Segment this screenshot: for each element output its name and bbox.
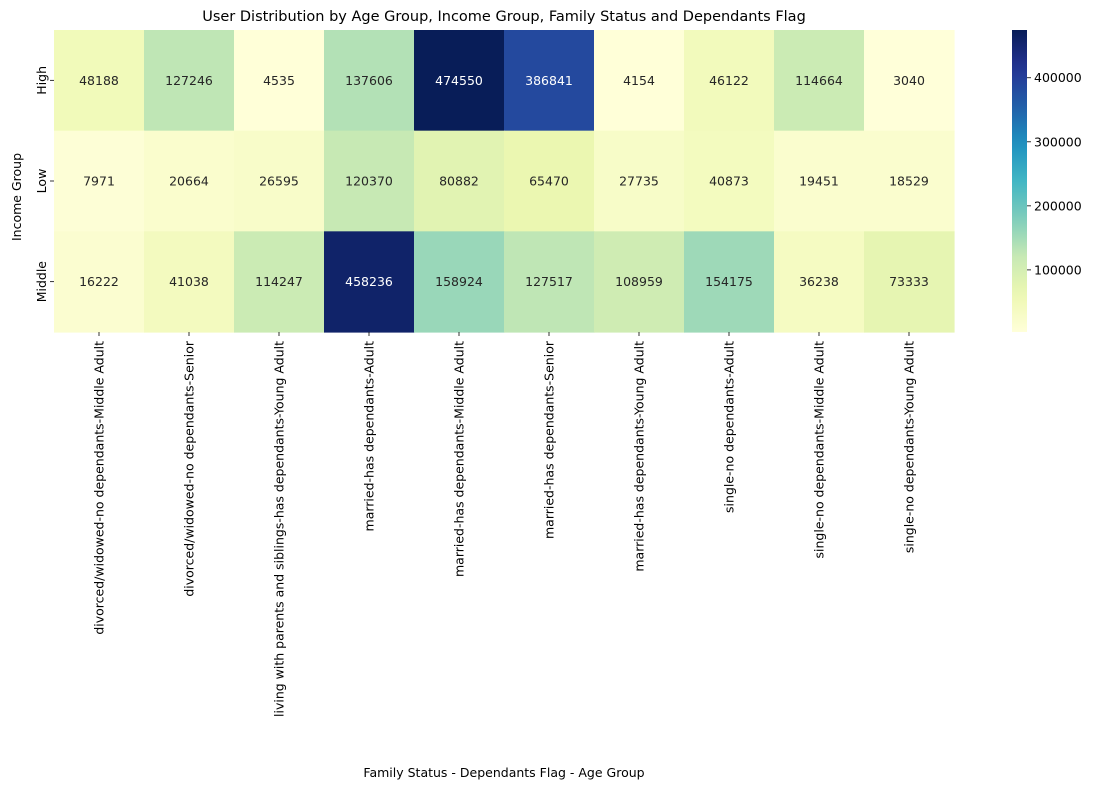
- x-tick-label: divorced/widowed-no dependants-Senior: [182, 340, 197, 596]
- heatmap-cell: [414, 130, 505, 232]
- colorbar-tick-label: 200000: [1034, 198, 1082, 213]
- heatmap-cell: [594, 231, 685, 333]
- x-tick-label: single-no dependants-Young Adult: [902, 341, 917, 553]
- cell-value-label: 73333: [889, 274, 929, 289]
- cell-value-label: 127246: [165, 73, 213, 88]
- cell-value-label: 386841: [525, 73, 573, 88]
- heatmap-cells: [54, 30, 955, 333]
- cell-value-label: 19451: [799, 174, 839, 189]
- cell-value-label: 3040: [893, 73, 925, 88]
- heatmap-cell: [324, 30, 415, 132]
- y-tick-label: High: [34, 66, 49, 95]
- heatmap-cell: [774, 130, 865, 232]
- colorbar-tick-label: 300000: [1034, 134, 1082, 149]
- heatmap-cell: [594, 30, 685, 132]
- heatmap-cell: [54, 231, 145, 333]
- cell-value-label: 41038: [169, 274, 209, 289]
- x-tick-label: single-no dependants-Middle Adult: [812, 341, 827, 559]
- heatmap-cell: [234, 130, 325, 232]
- chart-title: User Distribution by Age Group, Income G…: [202, 9, 806, 25]
- cell-value-label: 36238: [799, 274, 839, 289]
- x-tick-label: single-no dependants-Adult: [722, 341, 737, 513]
- cell-value-label: 137606: [345, 73, 393, 88]
- heatmap-cell: [414, 30, 505, 132]
- x-tick-label: married-has dependants-Middle Adult: [452, 341, 467, 577]
- colorbar: 100000 200000 300000 400000: [1012, 30, 1082, 332]
- heatmap-cell: [504, 130, 595, 232]
- heatmap-cell: [594, 130, 685, 232]
- heatmap-cell: [54, 30, 145, 132]
- cell-value-label: 80882: [439, 174, 479, 189]
- x-axis-label: Family Status - Dependants Flag - Age Gr…: [363, 765, 644, 780]
- cell-value-label: 4535: [263, 73, 295, 88]
- heatmap-cell: [54, 130, 145, 232]
- colorbar-tick-label: 100000: [1034, 262, 1082, 277]
- y-axis-ticks: High Low Middle: [34, 66, 54, 302]
- y-tick-label: Low: [34, 169, 49, 194]
- heatmap-cell: [684, 30, 775, 132]
- heatmap-cell: [144, 231, 235, 333]
- heatmap-cell: [684, 130, 775, 232]
- heatmap-cell: [684, 231, 775, 333]
- cell-value-label: 114247: [255, 274, 303, 289]
- y-tick-label: Middle: [34, 261, 49, 303]
- cell-value-label: 7971: [83, 174, 115, 189]
- cell-value-label: 114664: [795, 73, 843, 88]
- heatmap-cell: [324, 130, 415, 232]
- heatmap-cell: [414, 231, 505, 333]
- cell-value-label: 48188: [79, 73, 119, 88]
- cell-value-label: 127517: [525, 274, 573, 289]
- cell-value-label: 40873: [709, 174, 749, 189]
- x-tick-label: married-has dependants-Senior: [542, 340, 557, 539]
- cell-value-label: 16222: [79, 274, 119, 289]
- cell-value-label: 26595: [259, 174, 299, 189]
- heatmap-cell: [144, 30, 235, 132]
- cell-value-label: 474550: [435, 73, 483, 88]
- cell-value-label: 154175: [705, 274, 753, 289]
- x-axis-ticks: divorced/widowed-no dependants-Middle Ad…: [92, 332, 917, 717]
- heatmap-cell: [324, 231, 415, 333]
- cell-value-label: 18529: [889, 174, 929, 189]
- cell-value-label: 65470: [529, 174, 569, 189]
- heatmap-cell: [144, 130, 235, 232]
- cell-value-label: 4154: [623, 73, 655, 88]
- heatmap-cell: [864, 30, 955, 132]
- cell-annotations: 48188 127246 4535 137606 474550 386841 4154 461…: [79, 73, 929, 289]
- cell-value-label: 46122: [709, 73, 749, 88]
- heatmap-cell: [774, 30, 865, 132]
- heatmap-cell: [864, 231, 955, 333]
- heatmap-cell: [504, 231, 595, 333]
- colorbar-tick-label: 400000: [1034, 70, 1082, 85]
- x-tick-label: married-has dependants-Adult: [362, 341, 377, 532]
- cell-value-label: 120370: [345, 174, 393, 189]
- heatmap-cell: [234, 231, 325, 333]
- heatmap-cell: [774, 231, 865, 333]
- x-tick-label: married-has dependants-Young Adult: [632, 341, 647, 572]
- heatmap-cell: [864, 130, 955, 232]
- cell-value-label: 27735: [619, 174, 659, 189]
- cell-value-label: 158924: [435, 274, 483, 289]
- cell-value-label: 20664: [169, 174, 209, 189]
- heatmap-cell: [504, 30, 595, 132]
- y-axis-label: Income Group: [9, 153, 24, 241]
- x-tick-label: living with parents and siblings-has dep…: [272, 341, 287, 717]
- colorbar-gradient: [1012, 30, 1027, 332]
- cell-value-label: 108959: [615, 274, 663, 289]
- heatmap-cell: [234, 30, 325, 132]
- x-tick-label: divorced/widowed-no dependants-Middle Ad…: [92, 341, 107, 635]
- cell-value-label: 458236: [345, 274, 393, 289]
